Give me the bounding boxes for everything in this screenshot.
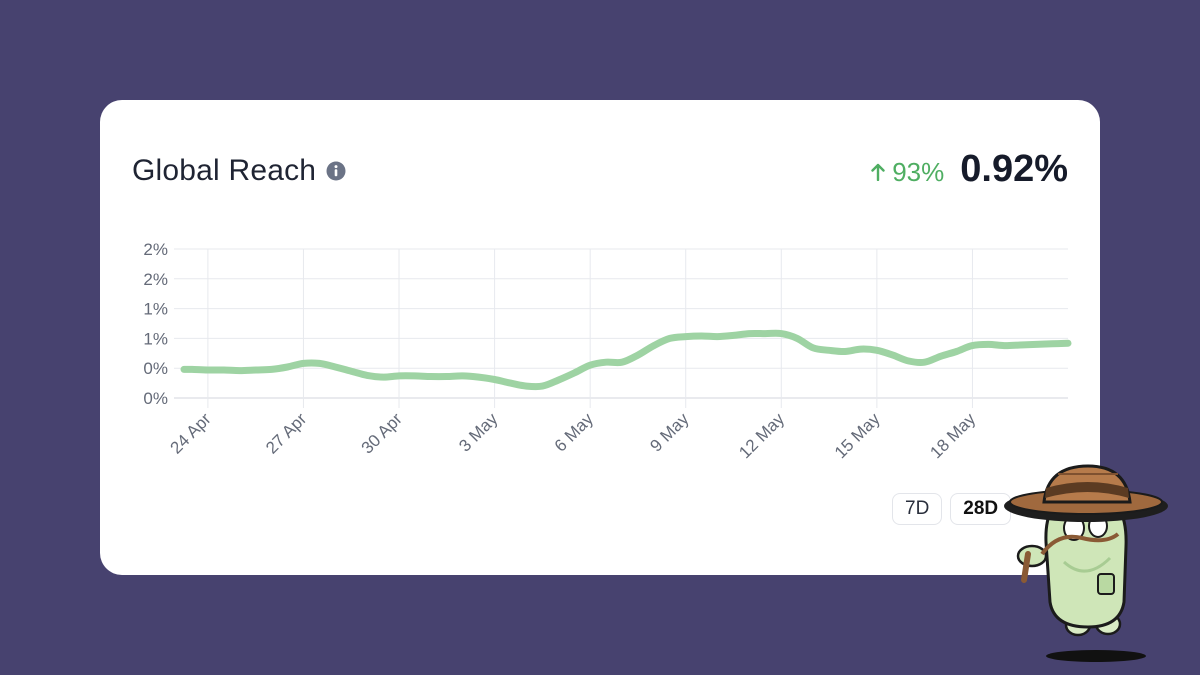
card-title: Global Reach bbox=[132, 154, 317, 187]
chart-grid bbox=[174, 248, 1068, 408]
x-tick-label: 12 May bbox=[735, 409, 788, 462]
global-reach-card: Global Reach 93% 0.92% 0% 0% 1% 1% 2% 2% 24 A… bbox=[100, 100, 1100, 575]
x-tick-label: 24 Apr bbox=[167, 409, 215, 457]
y-tick-label: 0% bbox=[143, 389, 168, 408]
y-tick-label: 0% bbox=[143, 359, 168, 378]
mascot-explorer-illustration bbox=[1004, 464, 1168, 662]
range-button-7d[interactable]: 7D bbox=[892, 493, 943, 525]
x-tick-label: 3 May bbox=[455, 409, 502, 456]
x-tick-label: 6 May bbox=[551, 409, 598, 456]
line-chart: 0% 0% 1% 1% 2% 2% 24 Apr 27 Apr 30 Apr 3 May 6 Ma… bbox=[143, 240, 1072, 462]
metric-value: 0.92% bbox=[960, 148, 1068, 190]
card-header: Global Reach bbox=[132, 154, 346, 188]
y-axis-ticks: 0% 0% 1% 1% 2% 2% bbox=[143, 240, 168, 408]
y-tick-label: 2% bbox=[143, 270, 168, 289]
x-tick-label: 15 May bbox=[831, 409, 884, 462]
x-tick-label: 18 May bbox=[926, 409, 979, 462]
range-button-28d[interactable]: 28D bbox=[950, 493, 1012, 525]
delta-badge: 93% bbox=[870, 157, 944, 188]
x-tick-label: 9 May bbox=[646, 409, 693, 456]
y-tick-label: 1% bbox=[143, 329, 168, 348]
metric-summary: 93% 0.92% bbox=[870, 148, 1068, 191]
x-axis-ticks: 24 Apr 27 Apr 30 Apr 3 May 6 May 9 May 12 May 1… bbox=[167, 409, 980, 462]
x-tick-label: 27 Apr bbox=[262, 409, 310, 457]
y-tick-label: 2% bbox=[143, 240, 168, 259]
delta-value: 93% bbox=[892, 156, 945, 187]
range-selector: 7D 28D bbox=[892, 493, 1019, 525]
series-line bbox=[180, 329, 1072, 391]
info-circle-icon[interactable] bbox=[326, 161, 346, 181]
arrow-up-icon bbox=[871, 163, 885, 181]
x-tick-label: 30 Apr bbox=[358, 409, 406, 457]
y-tick-label: 1% bbox=[143, 300, 168, 319]
